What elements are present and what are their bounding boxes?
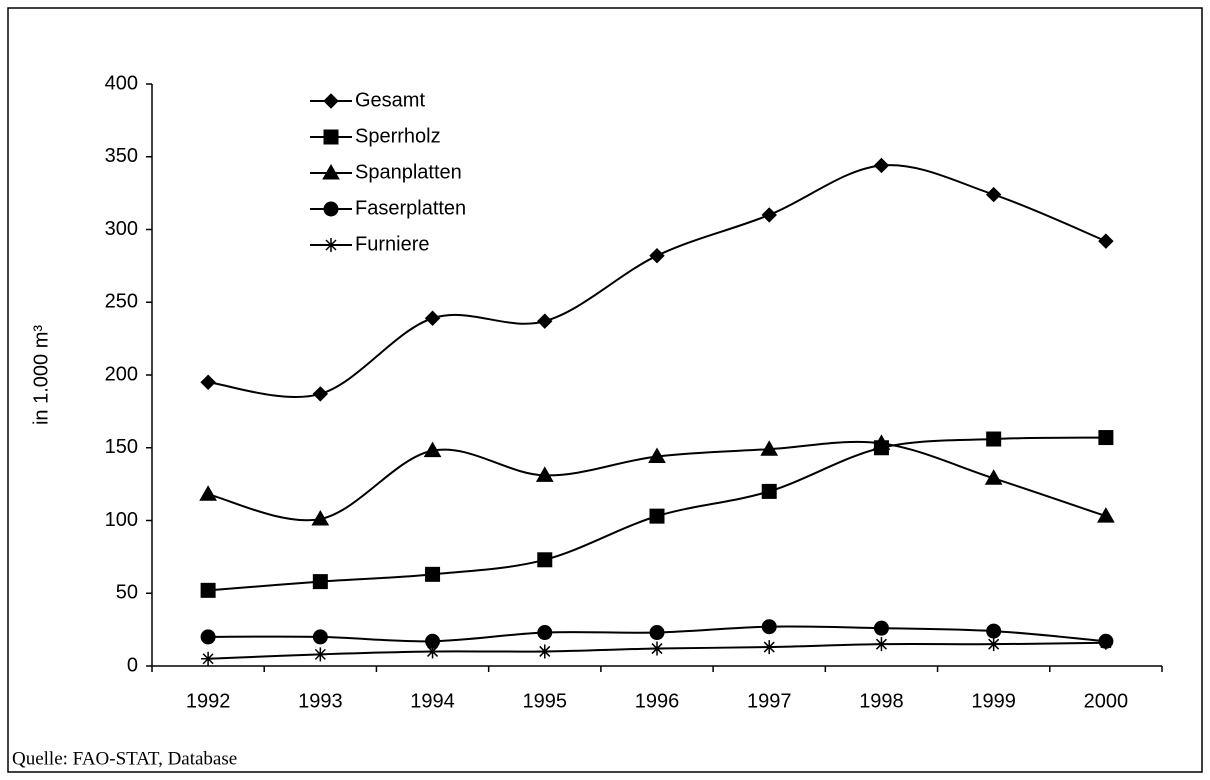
x-tick-label: 1997 [747,690,792,712]
marker [761,619,777,635]
legend-label: Furniere [355,233,429,255]
marker [874,637,889,652]
x-tick-label: 1998 [859,690,904,712]
marker [1098,635,1113,650]
legend-label: Gesamt [355,89,425,111]
marker [323,129,339,145]
y-tick-label: 350 [105,145,138,167]
marker [648,447,666,463]
marker [986,637,1001,652]
legend-label: Sperrholz [355,125,441,147]
marker [199,485,217,501]
marker [986,623,1002,639]
marker [312,386,329,402]
marker [323,93,339,109]
marker [872,434,891,450]
marker [984,469,1003,485]
marker [313,647,328,662]
legend-label: Spanplatten [355,161,462,183]
y-tick-label: 0 [127,654,138,676]
marker [985,186,1002,203]
marker [311,510,330,526]
marker [425,566,441,582]
marker [537,625,553,641]
marker [649,247,665,264]
marker [761,483,777,499]
marker [424,310,441,326]
series-line [208,164,1107,398]
frame [7,7,1203,773]
y-tick-label: 100 [105,509,138,531]
marker [873,620,889,636]
marker [649,508,665,524]
x-tick-label: 1992 [186,690,231,712]
marker [200,374,216,390]
y-tick-label: 150 [105,436,138,458]
marker [425,644,440,659]
x-tick-label: 1999 [971,690,1016,712]
x-tick-label: 1994 [410,690,455,712]
marker [1098,430,1114,446]
marker [537,313,553,329]
marker [535,466,554,482]
y-tick-label: 50 [116,582,138,604]
marker [323,201,339,217]
marker [986,431,1002,447]
y-tick-label: 250 [105,291,138,313]
marker [423,441,442,458]
y-axis-label: in 1.000 m³ [30,325,52,425]
marker [1097,507,1115,523]
x-tick-label: 2000 [1084,690,1129,712]
y-tick-label: 300 [105,218,138,240]
marker [1098,233,1114,249]
x-tick-label: 1995 [523,690,568,712]
x-tick-label: 1996 [635,690,680,712]
marker [873,157,890,174]
marker [649,625,665,641]
marker [762,640,777,655]
marker [324,238,338,252]
marker [201,651,216,666]
x-tick-label: 1993 [298,690,343,712]
marker [200,629,216,645]
marker [761,207,777,223]
marker [312,629,328,645]
marker [537,552,553,568]
y-tick-label: 200 [105,363,138,385]
y-tick-label: 400 [105,72,138,94]
marker [760,440,779,456]
source: Quelle: FAO-STAT, Database [12,748,237,769]
marker [322,163,340,180]
marker [537,644,552,659]
marker [200,582,216,598]
marker [650,641,664,656]
marker [312,574,328,590]
legend-label: Faserplatten [355,197,466,219]
